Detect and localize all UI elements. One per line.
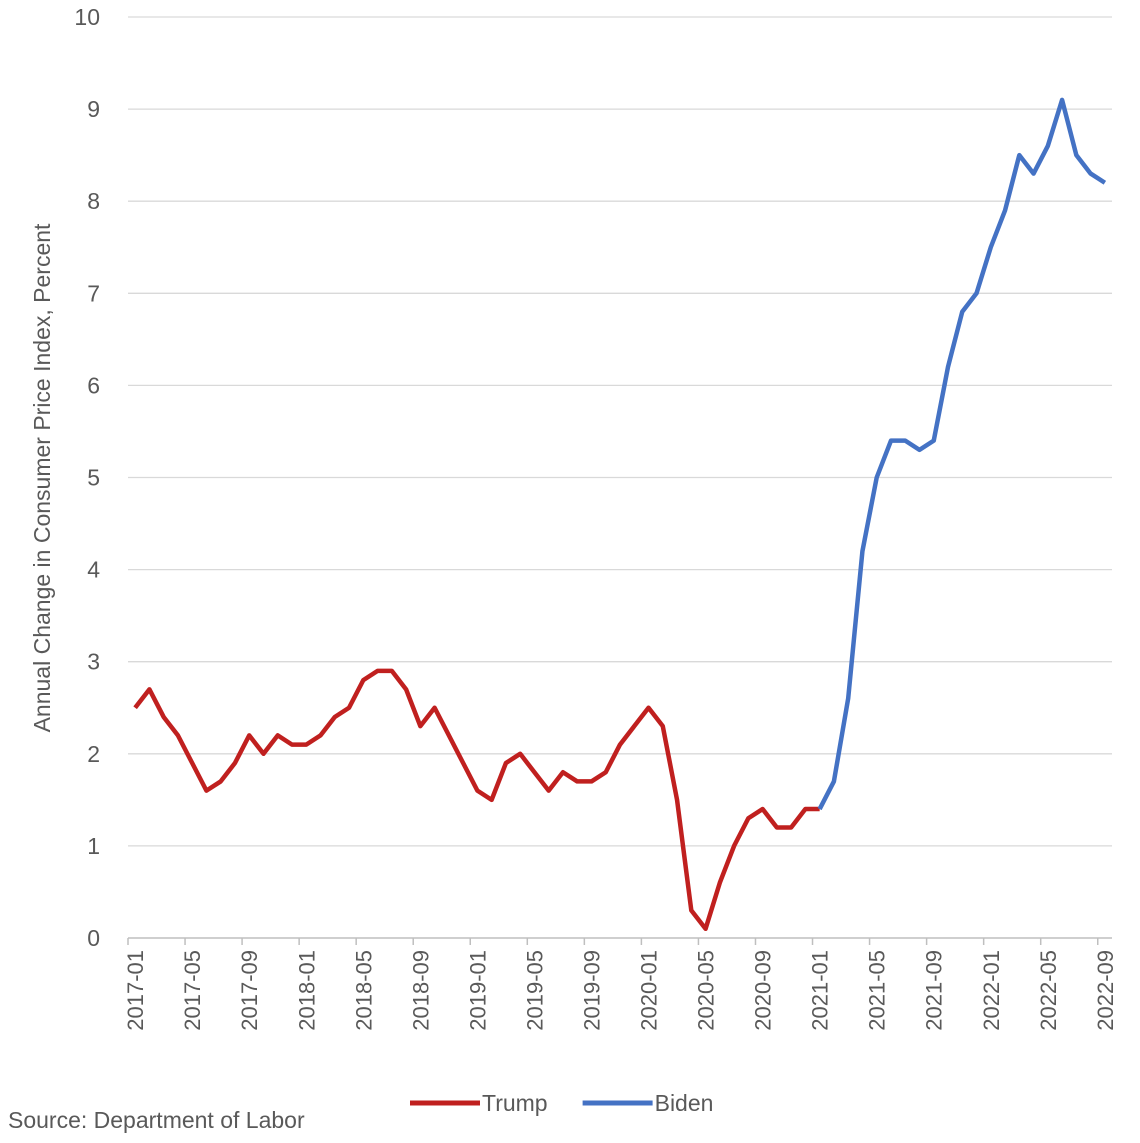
legend-label: Biden bbox=[655, 1090, 714, 1116]
y-tick-label: 1 bbox=[87, 833, 100, 859]
x-tick-label: 2019-01 bbox=[465, 950, 490, 1031]
series-line bbox=[817, 97, 1107, 811]
x-tick-label: 2021-05 bbox=[865, 950, 890, 1031]
x-tick-label: 2021-01 bbox=[808, 950, 833, 1031]
y-tick-label: 7 bbox=[87, 280, 100, 306]
x-tick-label: 2022-05 bbox=[1036, 950, 1061, 1031]
y-tick-label: 6 bbox=[87, 372, 100, 398]
y-axis-label: Annual Change in Consumer Price Index, P… bbox=[29, 223, 55, 732]
legend-label: Trump bbox=[482, 1090, 548, 1116]
x-tick-label: 2020-01 bbox=[637, 950, 662, 1031]
y-tick-label: 5 bbox=[87, 465, 100, 491]
x-tick-label: 2018-05 bbox=[351, 950, 376, 1031]
y-tick-label: 2 bbox=[87, 741, 100, 767]
y-tick-label: 3 bbox=[87, 649, 100, 675]
x-tick-label: 2022-09 bbox=[1093, 950, 1118, 1031]
x-tick-label: 2020-09 bbox=[751, 950, 776, 1031]
x-tick-label: 2018-09 bbox=[408, 950, 433, 1031]
y-tick-label: 9 bbox=[87, 96, 100, 122]
x-tick-label: 2021-09 bbox=[922, 950, 947, 1031]
x-tick-label: 2022-01 bbox=[979, 950, 1004, 1031]
x-tick-label: 2020-05 bbox=[694, 950, 719, 1031]
y-tick-label: 8 bbox=[87, 188, 100, 214]
x-tick-label: 2018-01 bbox=[294, 950, 319, 1031]
x-tick-label: 2019-05 bbox=[522, 950, 547, 1031]
y-tick-label: 0 bbox=[87, 925, 100, 951]
series-line bbox=[133, 668, 820, 932]
x-tick-label: 2017-09 bbox=[237, 950, 262, 1031]
x-tick-label: 2017-05 bbox=[180, 950, 205, 1031]
y-tick-label: 4 bbox=[87, 557, 100, 583]
source-note: Source: Department of Labor bbox=[8, 1107, 305, 1133]
x-tick-label: 2019-09 bbox=[579, 950, 604, 1031]
x-tick-label: 2017-01 bbox=[123, 950, 148, 1031]
y-tick-label: 10 bbox=[74, 4, 100, 30]
